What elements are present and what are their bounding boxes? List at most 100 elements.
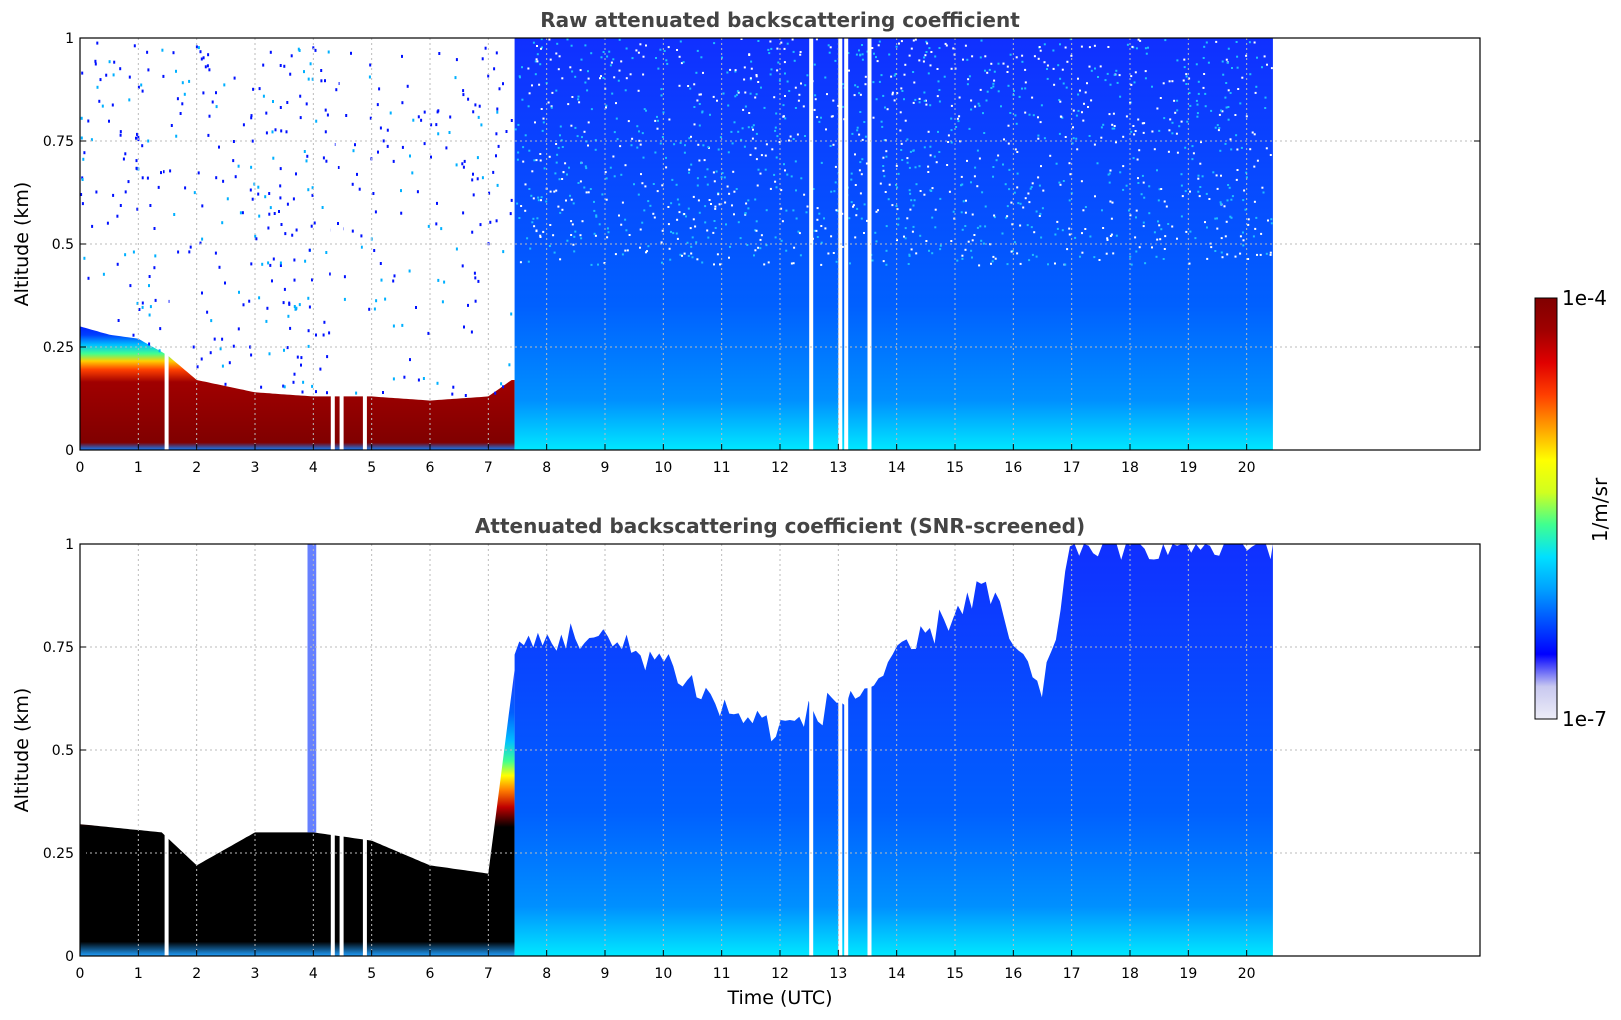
noise-pixel <box>1144 262 1147 265</box>
noise-pixel <box>1197 174 1200 177</box>
noise-pixel <box>608 50 611 53</box>
noise-pixel <box>590 263 593 266</box>
noise-pixel <box>1018 95 1021 98</box>
noise-pixel <box>737 130 740 133</box>
noise-pixel <box>169 169 172 173</box>
noise-pixel <box>1230 148 1233 151</box>
noise-pixel <box>1106 237 1109 240</box>
noise-pixel <box>841 105 844 108</box>
noise-pixel <box>343 275 346 279</box>
noise-pixel <box>979 225 982 228</box>
noise-pixel <box>1184 190 1187 193</box>
noise-pixel <box>655 57 657 59</box>
noise-pixel <box>793 59 796 62</box>
noise-pixel <box>782 104 785 107</box>
noise-pixel <box>841 83 844 86</box>
noise-pixel <box>568 166 570 169</box>
noise-pixel <box>527 260 530 263</box>
noise-pixel <box>679 40 682 43</box>
noise-pixel <box>829 46 832 49</box>
noise-pixel <box>710 203 712 205</box>
noise-pixel <box>219 347 222 351</box>
noise-pixel <box>1019 262 1022 265</box>
noise-pixel <box>1107 173 1110 176</box>
noise-pixel <box>136 132 138 136</box>
noise-pixel <box>900 149 903 151</box>
noise-pixel <box>524 134 527 137</box>
noise-pixel <box>481 176 484 180</box>
noise-pixel <box>852 205 854 208</box>
noise-pixel <box>441 300 444 304</box>
noise-pixel <box>909 150 912 153</box>
noise-pixel <box>797 230 800 233</box>
noise-pixel <box>250 262 253 266</box>
x-tick-label: 1 <box>134 460 143 476</box>
noise-pixel <box>764 154 767 157</box>
noise-pixel <box>1222 73 1225 76</box>
noise-pixel <box>436 201 438 205</box>
noise-pixel <box>908 253 911 256</box>
noise-pixel <box>906 138 909 141</box>
noise-pixel <box>900 40 903 43</box>
noise-pixel <box>1171 225 1174 228</box>
noise-pixel <box>207 133 210 137</box>
noise-pixel <box>306 154 309 158</box>
noise-pixel <box>657 119 659 122</box>
noise-pixel <box>864 83 867 86</box>
noise-pixel <box>329 272 332 276</box>
noise-pixel <box>286 346 289 350</box>
noise-pixel <box>141 89 144 93</box>
noise-pixel <box>1046 68 1048 70</box>
noise-pixel <box>574 75 577 78</box>
noise-pixel <box>1241 76 1244 79</box>
noise-pixel <box>826 93 828 96</box>
noise-pixel <box>207 53 210 57</box>
noise-pixel <box>681 254 683 257</box>
noise-pixel <box>1021 60 1024 63</box>
noise-pixel <box>950 141 953 144</box>
noise-pixel <box>754 147 757 150</box>
x-tick-label: 5 <box>367 460 376 476</box>
noise-pixel <box>416 190 419 194</box>
x-tick-label: 15 <box>946 966 964 982</box>
noise-pixel <box>1245 54 1248 57</box>
noise-pixel <box>1220 174 1222 177</box>
noise-pixel <box>495 219 498 223</box>
noise-pixel <box>950 67 953 70</box>
x-tick-label: 8 <box>542 966 551 982</box>
noise-pixel <box>1244 208 1247 211</box>
noise-pixel <box>692 218 695 221</box>
noise-pixel <box>635 49 638 52</box>
noise-pixel <box>610 61 613 64</box>
noise-pixel <box>700 56 703 59</box>
x-tick-label: 5 <box>367 966 376 982</box>
noise-pixel <box>547 101 550 104</box>
noise-pixel <box>888 183 891 186</box>
noise-pixel <box>697 143 700 146</box>
noise-pixel <box>293 305 296 308</box>
noise-pixel <box>804 135 806 137</box>
noise-pixel <box>255 237 258 241</box>
noise-pixel <box>687 254 690 257</box>
noise-pixel <box>1259 253 1262 256</box>
noise-pixel <box>462 165 465 169</box>
noise-pixel <box>147 68 150 72</box>
noise-pixel <box>981 191 984 194</box>
noise-pixel <box>80 116 83 120</box>
noise-pixel <box>928 249 930 252</box>
noise-pixel <box>1214 126 1217 129</box>
noise-pixel <box>117 319 120 322</box>
noise-pixel <box>861 158 864 161</box>
noise-pixel <box>1194 237 1197 240</box>
noise-pixel <box>918 59 921 62</box>
noise-pixel <box>1052 49 1055 52</box>
noise-pixel <box>1130 263 1133 266</box>
noise-pixel <box>1111 201 1114 204</box>
noise-pixel <box>1057 64 1060 67</box>
x-tick-label: 16 <box>1004 966 1022 982</box>
noise-pixel <box>790 262 793 265</box>
noise-pixel <box>87 276 90 280</box>
noise-pixel <box>293 278 296 282</box>
noise-pixel <box>908 166 911 169</box>
noise-pixel <box>927 165 930 168</box>
